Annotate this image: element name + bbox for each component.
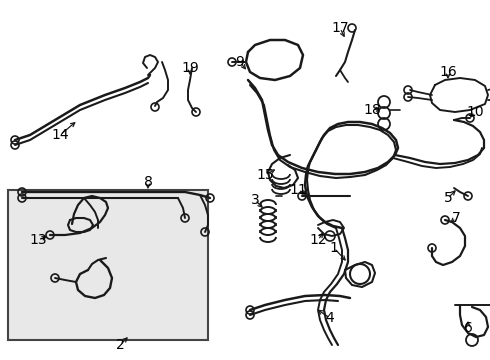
Text: 17: 17 — [331, 21, 349, 35]
Text: 4: 4 — [326, 311, 334, 325]
Text: 12: 12 — [309, 233, 327, 247]
Text: 11: 11 — [289, 183, 307, 197]
Text: 5: 5 — [443, 191, 452, 205]
Text: 6: 6 — [464, 321, 472, 335]
Text: 15: 15 — [256, 168, 274, 182]
Text: 1: 1 — [330, 241, 339, 255]
Text: 18: 18 — [363, 103, 381, 117]
Bar — [8, 190, 208, 340]
Text: 10: 10 — [466, 105, 484, 119]
Text: 7: 7 — [452, 211, 461, 225]
Text: 14: 14 — [51, 128, 69, 142]
Text: 9: 9 — [236, 55, 245, 69]
Text: 8: 8 — [144, 175, 152, 189]
Text: 16: 16 — [439, 65, 457, 79]
Text: 2: 2 — [116, 338, 124, 352]
Text: 13: 13 — [29, 233, 47, 247]
Text: 19: 19 — [181, 61, 199, 75]
Text: 3: 3 — [250, 193, 259, 207]
